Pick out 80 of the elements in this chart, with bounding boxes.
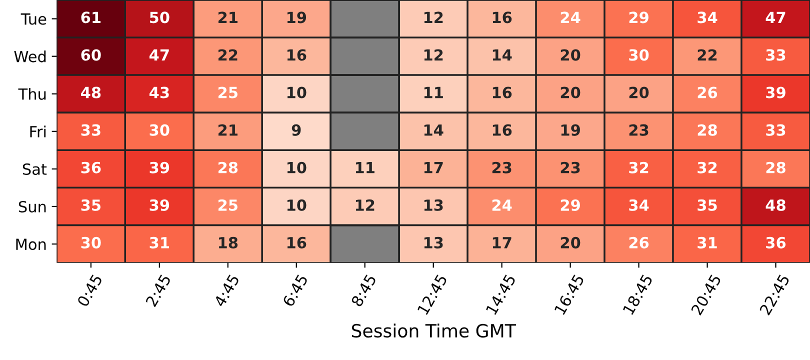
data-label: 10	[287, 162, 306, 174]
data-label: 13	[424, 236, 443, 248]
data-label: 10	[287, 86, 306, 98]
data-label: 20	[629, 86, 649, 98]
data-label: 36	[81, 162, 101, 174]
data-label: 30	[81, 236, 101, 248]
data-label: 16	[492, 12, 512, 24]
data-label: 24	[560, 12, 580, 23]
data-label: 39	[150, 162, 170, 174]
data-label: 60	[81, 49, 101, 61]
data-label: 14	[424, 124, 444, 136]
data-label: 19	[287, 12, 306, 24]
data-label: 28	[766, 162, 786, 174]
data-label: 18	[219, 236, 238, 248]
data-label: 17	[492, 237, 512, 248]
data-label: 32	[629, 162, 648, 174]
data-label: 48	[766, 199, 786, 211]
data-label: 16	[287, 236, 306, 248]
data-label: 25	[218, 86, 238, 98]
data-label: 39	[150, 199, 170, 211]
y-tick-label: Thu	[18, 88, 46, 100]
data-label: 36	[766, 236, 786, 248]
data-label: 32	[698, 162, 717, 174]
data-label: 50	[150, 12, 170, 24]
data-label: 16	[492, 86, 512, 98]
data-label: 23	[629, 124, 648, 136]
y-tick-label: Tue	[20, 13, 46, 25]
data-label: 24	[492, 199, 512, 211]
data-label: 28	[698, 124, 717, 136]
data-label: 9	[292, 124, 301, 136]
y-tick-label: Fri	[30, 126, 46, 138]
y-tick-label: Mon	[16, 238, 46, 250]
data-label: 61	[81, 12, 101, 24]
data-label: 23	[492, 162, 512, 174]
data-label: 35	[698, 199, 717, 211]
data-label: 34	[698, 12, 718, 24]
data-label: 19	[561, 124, 580, 136]
data-label: 12	[356, 199, 374, 211]
data-label: 29	[560, 199, 580, 211]
data-label: 31	[150, 236, 170, 248]
data-label: 31	[698, 236, 717, 248]
data-label: 39	[766, 86, 786, 98]
data-label: 16	[287, 49, 306, 61]
data-label: 23	[560, 162, 580, 174]
data-label: 26	[698, 86, 718, 98]
data-label: 25	[218, 199, 238, 211]
data-label: 13	[424, 199, 443, 211]
data-label: 48	[81, 86, 101, 98]
data-label: 47	[766, 12, 786, 23]
data-label: 26	[629, 236, 649, 248]
data-label: 21	[218, 124, 238, 136]
data-label: 22	[218, 49, 238, 61]
data-label: 20	[560, 86, 580, 98]
data-label: 30	[150, 124, 170, 136]
data-label: 47	[149, 49, 169, 61]
data-label: 29	[629, 12, 648, 24]
data-label: 43	[149, 86, 169, 98]
y-tick-label: Wed	[14, 50, 46, 62]
y-tick-label: Sat	[22, 163, 47, 175]
data-label: 34	[629, 199, 649, 211]
data-label: 33	[766, 49, 786, 61]
data-label: 33	[81, 124, 100, 136]
data-label: 33	[766, 124, 786, 136]
data-label: 17	[424, 162, 443, 174]
data-label: 20	[560, 236, 580, 248]
data-label: 12	[424, 12, 443, 23]
data-label: 11	[424, 86, 443, 98]
data-label: 35	[81, 199, 101, 211]
data-label: 22	[698, 49, 717, 61]
data-label: 20	[560, 49, 580, 61]
data-label: 14	[492, 49, 512, 61]
data-label: 10	[287, 199, 306, 211]
data-label: 28	[218, 162, 238, 174]
data-label: 16	[492, 124, 512, 136]
data-label: 30	[629, 49, 649, 61]
data-label: 12	[424, 49, 443, 61]
data-label: 11	[356, 162, 374, 174]
data-label: 21	[218, 12, 238, 23]
y-tick-label: Sun	[18, 200, 46, 213]
x-axis-title: Session Time GMT	[352, 324, 516, 338]
